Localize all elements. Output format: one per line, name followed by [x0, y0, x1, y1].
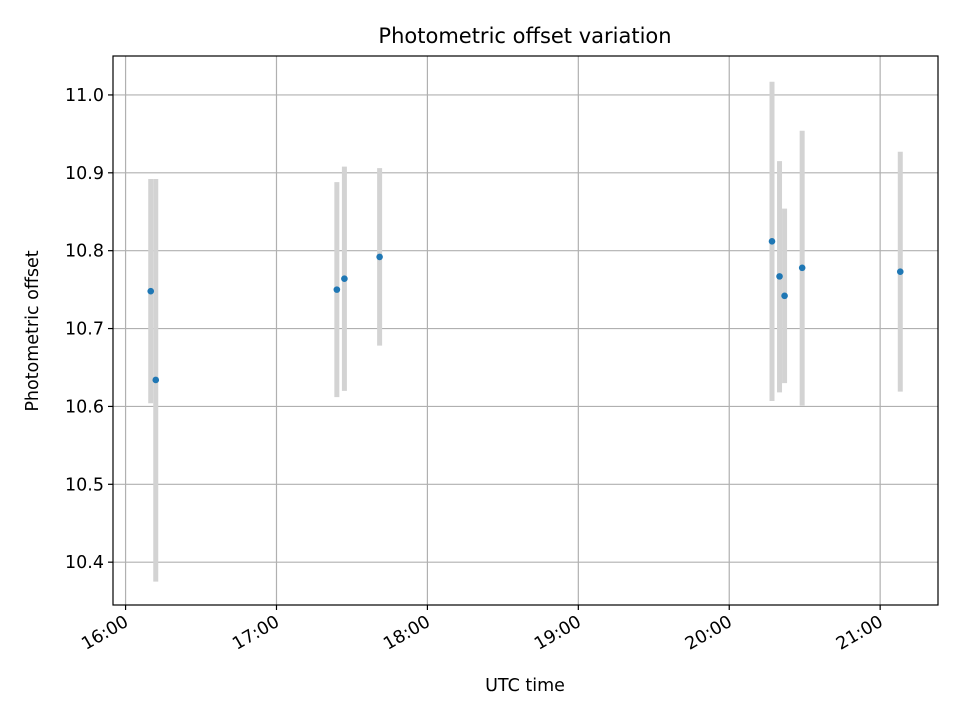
data-point [896, 268, 904, 276]
x-tick-label: 17:00 [229, 612, 283, 655]
y-axis-title: Photometric offset [23, 250, 43, 411]
x-tick-label: 18:00 [380, 612, 434, 655]
y-tick-label: 10.7 [65, 320, 104, 340]
x-tick-label: 21:00 [833, 612, 887, 655]
data-point [376, 253, 383, 261]
data-point [781, 292, 788, 300]
data-point [768, 238, 776, 245]
y-tick-label: 10.8 [65, 242, 104, 262]
x-axis-title: UTC time [485, 676, 565, 696]
y-axis: 10.4 10.5 10.6 10.7 10.8 10.9 11.0 [65, 86, 113, 573]
x-tick-label: 20:00 [682, 612, 736, 655]
x-tick-label: 19:00 [531, 612, 585, 655]
error-bars [148, 81, 903, 582]
y-tick-label: 10.9 [65, 164, 104, 184]
y-tick-label: 10.4 [65, 553, 104, 573]
y-tick-label: 10.6 [65, 397, 104, 417]
plot-frame [112, 55, 939, 606]
data-points [147, 238, 904, 384]
data-point [152, 376, 160, 384]
data-point [333, 286, 341, 293]
data-point [798, 264, 806, 272]
chart-title: Photometric offset variation [378, 24, 671, 48]
y-tick-label: 10.5 [65, 475, 104, 495]
grid [113, 56, 938, 605]
data-point [147, 287, 155, 295]
data-point [341, 275, 348, 283]
data-point [776, 273, 783, 280]
x-axis: 16:00 17:00 18:00 19:00 20:00 21:00 [78, 605, 887, 655]
x-tick-label: 16:00 [78, 612, 132, 655]
y-tick-label: 11.0 [65, 86, 104, 106]
